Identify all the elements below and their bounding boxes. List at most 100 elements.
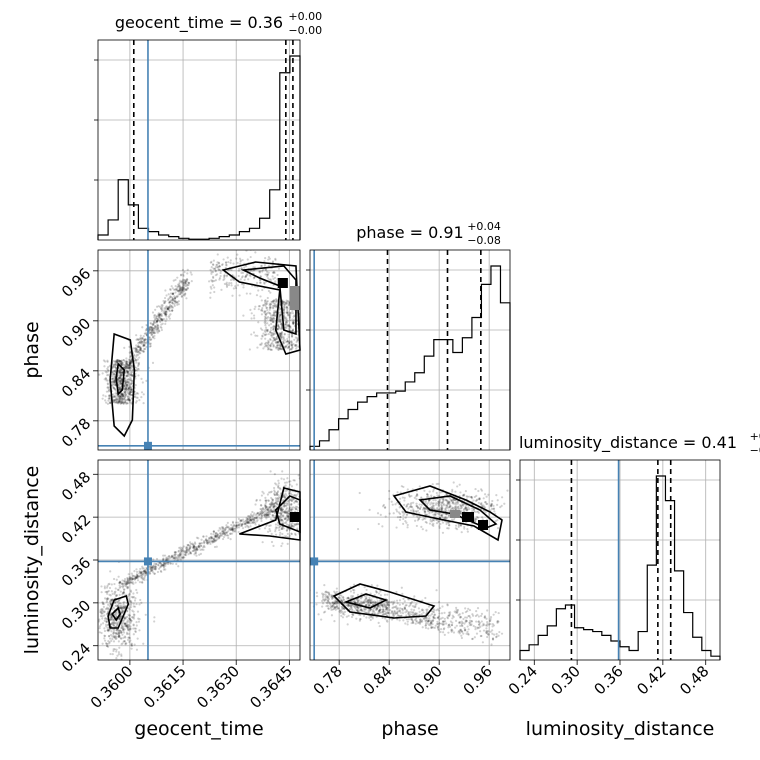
sample-point xyxy=(387,606,390,609)
sample-point xyxy=(124,390,128,393)
sample-point xyxy=(409,610,412,614)
sample-point xyxy=(442,498,445,501)
sample-point xyxy=(380,603,383,606)
sample-point xyxy=(410,621,413,625)
sample-point xyxy=(291,321,295,324)
sample-point xyxy=(238,294,241,297)
sample-point xyxy=(287,300,290,303)
sample-point xyxy=(292,479,295,482)
sample-point xyxy=(360,609,364,612)
sample-point xyxy=(288,301,291,304)
sample-point xyxy=(124,364,127,367)
sample-point xyxy=(135,359,138,362)
sample-point xyxy=(321,592,324,595)
sample-point xyxy=(133,627,137,630)
sample-point xyxy=(130,647,133,650)
sample-point xyxy=(267,514,270,517)
sample-point xyxy=(127,636,130,639)
sample-point xyxy=(159,312,162,315)
sample-point xyxy=(254,516,257,519)
sample-point xyxy=(464,506,467,509)
sample-point xyxy=(289,498,292,501)
sample-point xyxy=(280,508,283,511)
sample-point xyxy=(285,306,288,309)
sample-point xyxy=(121,401,125,404)
sample-point xyxy=(289,318,292,321)
sample-point xyxy=(423,507,426,511)
sample-point xyxy=(287,314,290,317)
sample-point xyxy=(180,287,183,290)
sample-point xyxy=(119,602,122,605)
sample-point xyxy=(126,389,130,392)
sample-point xyxy=(127,628,130,631)
sample-point xyxy=(121,620,125,623)
sample-point xyxy=(211,279,214,282)
sample-point xyxy=(497,620,500,623)
sample-point xyxy=(105,620,108,623)
sample-point xyxy=(181,288,184,291)
sample-point xyxy=(127,387,130,391)
sample-point xyxy=(406,620,409,623)
sample-point xyxy=(127,387,130,390)
sample-point xyxy=(266,309,269,312)
sample-point xyxy=(142,349,145,352)
sample-point xyxy=(150,328,153,331)
sample-point xyxy=(441,502,444,505)
sample-point xyxy=(163,312,166,315)
sample-point xyxy=(219,274,222,278)
sample-point xyxy=(271,502,274,505)
sample-point xyxy=(263,303,267,306)
sample-point xyxy=(436,512,439,515)
sample-point xyxy=(265,313,268,316)
sample-point xyxy=(249,516,252,519)
sample-point xyxy=(140,342,143,345)
sample-point xyxy=(132,624,135,627)
sample-point xyxy=(293,501,296,504)
sample-point xyxy=(210,287,213,290)
sample-point xyxy=(174,288,177,291)
sample-point xyxy=(284,490,287,493)
sample-point xyxy=(478,497,481,500)
sample-point xyxy=(92,625,94,627)
sample-point xyxy=(286,343,289,346)
sample-point xyxy=(135,348,138,351)
sample-point xyxy=(126,586,129,589)
sample-point xyxy=(125,624,128,627)
sample-point xyxy=(369,608,372,611)
sample-point xyxy=(357,610,360,613)
sample-point xyxy=(265,514,268,517)
sample-point xyxy=(233,527,236,530)
sample-point xyxy=(438,622,441,625)
sample-point xyxy=(251,514,254,517)
sample-point xyxy=(468,495,471,498)
sample-point xyxy=(263,345,266,348)
sample-point xyxy=(416,515,419,518)
sample-point xyxy=(469,624,472,627)
sample-point xyxy=(149,572,152,575)
sample-point xyxy=(326,602,329,605)
sample-point xyxy=(174,291,177,294)
sample-point xyxy=(273,302,277,305)
sample-point xyxy=(162,568,166,571)
sample-point xyxy=(107,373,110,376)
sample-point xyxy=(188,281,191,285)
sample-point xyxy=(199,552,203,555)
sample-point xyxy=(184,292,187,296)
sample-point xyxy=(409,503,412,506)
sample-point xyxy=(258,271,261,274)
sample-point xyxy=(125,374,128,378)
sample-point xyxy=(155,328,158,331)
sample-point xyxy=(294,508,297,511)
sample-point xyxy=(292,498,295,501)
title-upper-error: +0.04 xyxy=(467,220,501,233)
sample-point xyxy=(130,374,134,377)
sample-point xyxy=(164,320,167,323)
sample-point xyxy=(440,508,443,512)
sample-point xyxy=(448,501,451,504)
sample-point xyxy=(152,558,155,561)
sample-point xyxy=(437,500,440,503)
sample-point xyxy=(273,338,276,341)
sample-point xyxy=(236,261,239,265)
sample-point xyxy=(385,608,388,611)
sample-point xyxy=(406,503,409,506)
